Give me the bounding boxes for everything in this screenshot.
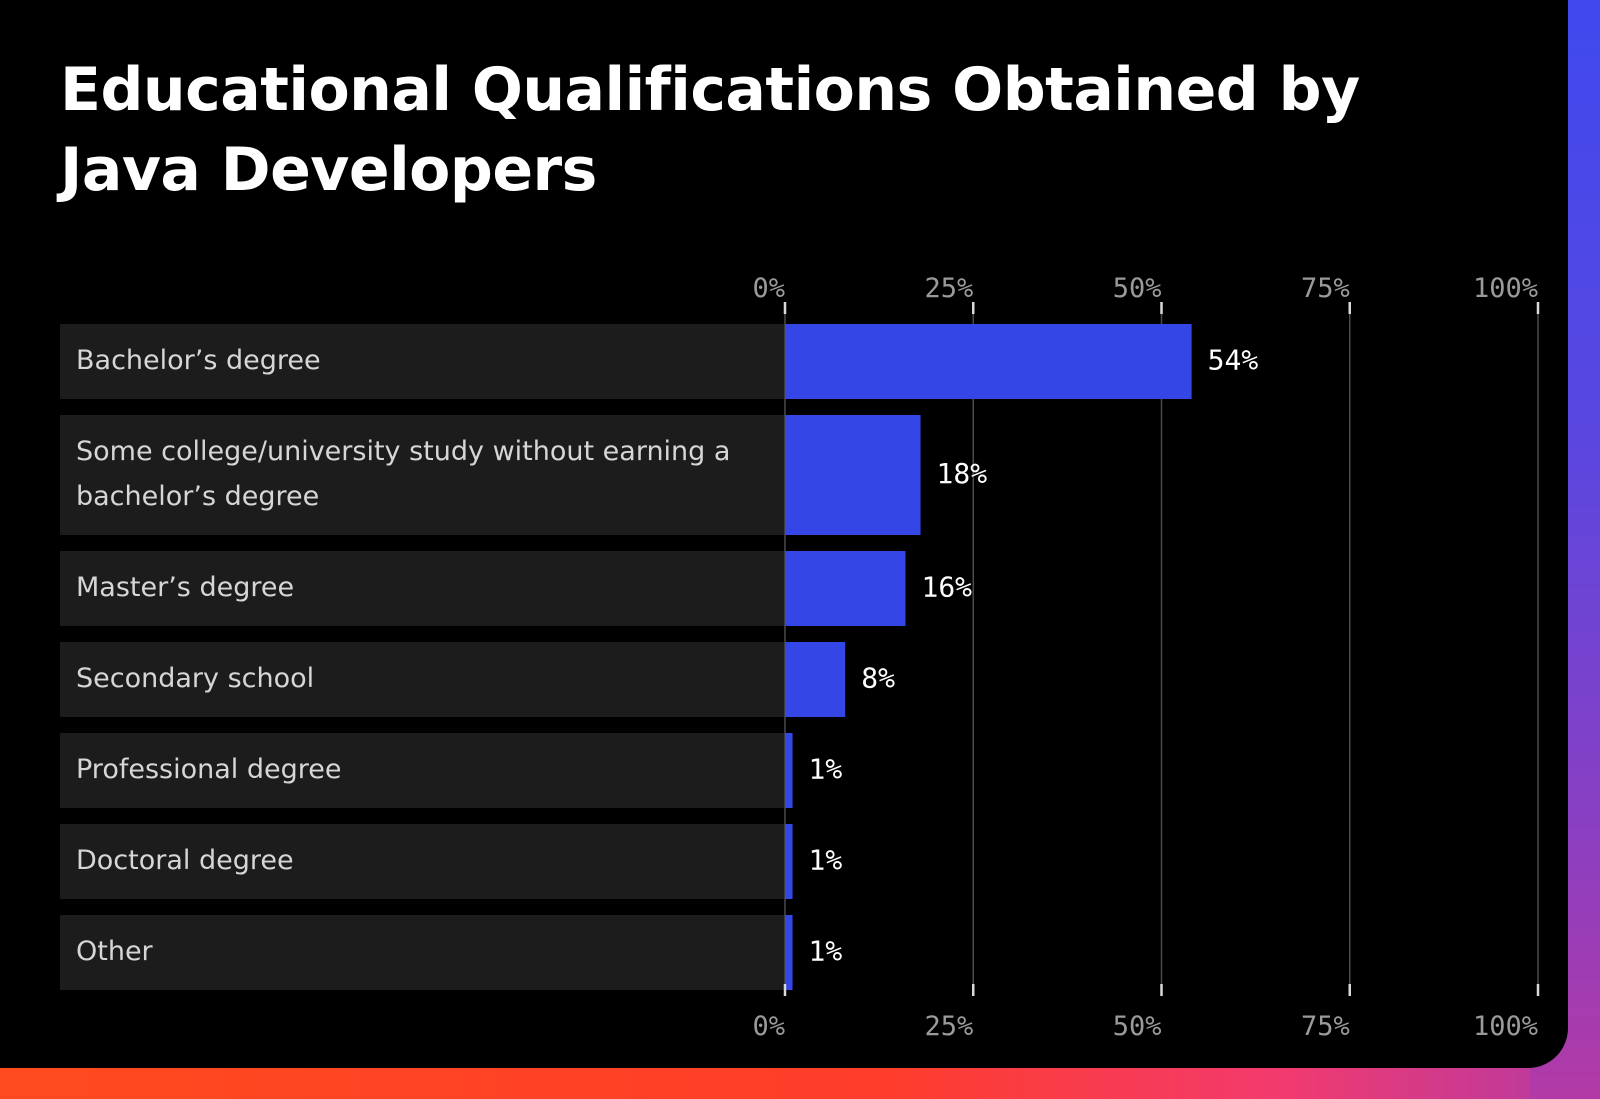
value-label: 1% [809,844,843,877]
bar [785,324,1192,399]
tick-label: 75% [1301,273,1350,304]
tick-label: 75% [1301,1011,1350,1042]
tick-label: 25% [924,273,973,304]
value-label: 1% [809,935,843,968]
tick-label: 100% [1473,273,1538,304]
tick-label: 25% [924,1011,973,1042]
category-label: Doctoral degree [76,845,294,876]
row-background [60,642,785,717]
row-background [60,324,785,399]
category-label: Secondary school [76,663,314,694]
row-background [60,415,785,535]
value-label: 8% [861,662,895,695]
tick-label: 50% [1113,273,1162,304]
value-label: 54% [1208,344,1259,377]
row-background [60,551,785,626]
bar [785,915,793,990]
tick-label: 50% [1113,1011,1162,1042]
category-label: Professional degree [76,754,341,785]
row-background [60,733,785,808]
bar [785,824,793,899]
category-label: Master’s degree [76,572,294,603]
bar [785,733,793,808]
category-label: Some college/university study without ea… [76,436,730,467]
value-label: 16% [921,571,972,604]
bar [785,415,921,535]
bar-chart: Bachelor’s degree 54% Some college/univers… [60,273,1540,1042]
tick-label: 0% [752,273,785,304]
chart-title: Educational Qualifications Obtained by J… [60,55,1360,205]
row-background [60,824,785,899]
value-label: 18% [937,457,988,490]
bar [785,642,846,717]
value-label: 1% [809,753,843,786]
category-label: Bachelor’s degree [76,345,321,376]
row-background [60,915,785,990]
tick-label: 100% [1473,1011,1538,1042]
tick-label: 0% [752,1011,785,1042]
category-label: Other [76,936,154,967]
bar [785,551,906,626]
category-label: bachelor’s degree [76,481,319,512]
